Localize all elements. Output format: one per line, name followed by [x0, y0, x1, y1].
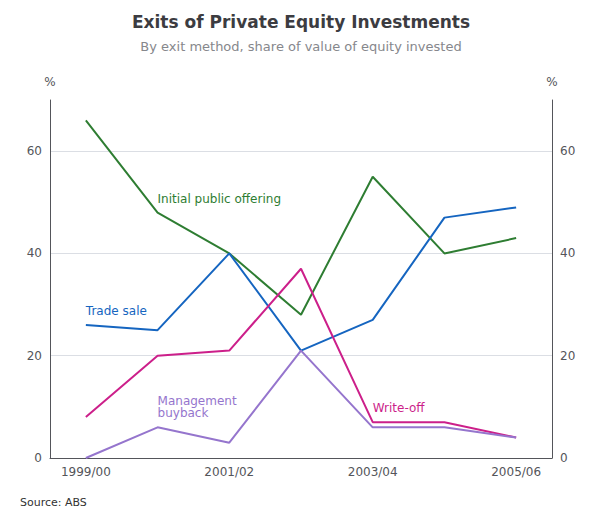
svg-text:0: 0 [34, 451, 42, 465]
svg-text:By exit method, share of value: By exit method, share of value of equity… [140, 39, 461, 54]
svg-text:2001/02: 2001/02 [204, 465, 254, 479]
svg-text:Write-off: Write-off [373, 401, 426, 415]
svg-text:Trade sale: Trade sale [85, 304, 147, 318]
svg-text:buyback: buyback [158, 406, 209, 420]
svg-text:40: 40 [27, 246, 42, 260]
svg-text:2003/04: 2003/04 [348, 465, 398, 479]
svg-text:Source: ABS: Source: ABS [20, 496, 87, 509]
svg-text:40: 40 [560, 246, 575, 260]
svg-text:1999/00: 1999/00 [61, 465, 111, 479]
svg-text:Management: Management [157, 394, 237, 409]
svg-text:60: 60 [560, 144, 575, 158]
svg-text:20: 20 [27, 349, 42, 363]
svg-text:%: % [546, 75, 557, 89]
svg-text:%: % [44, 75, 55, 89]
svg-text:20: 20 [560, 349, 575, 363]
svg-text:0: 0 [560, 451, 568, 465]
svg-text:Initial public offering: Initial public offering [158, 192, 281, 206]
svg-text:2005/06: 2005/06 [491, 465, 541, 479]
svg-text:Exits of Private Equity Invest: Exits of Private Equity Investments [132, 12, 470, 32]
svg-text:60: 60 [27, 144, 42, 158]
